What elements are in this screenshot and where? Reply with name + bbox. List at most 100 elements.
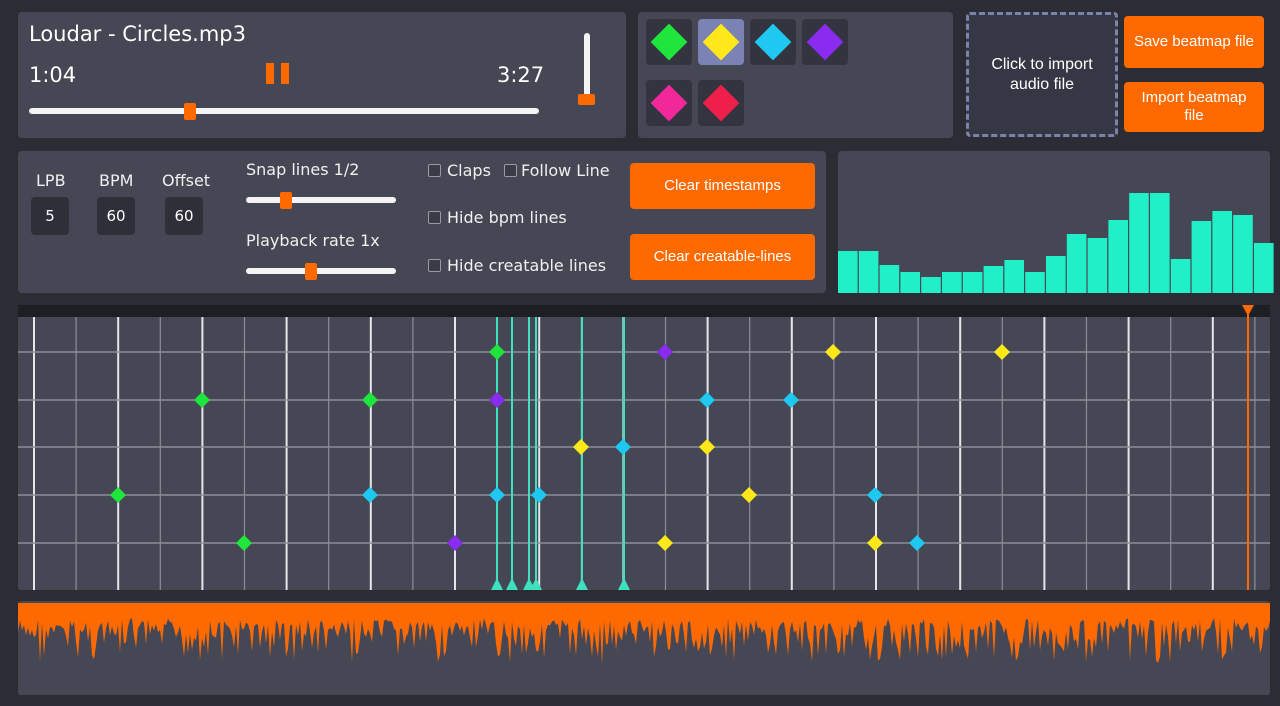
waveform-panel	[18, 601, 1270, 695]
note	[825, 344, 841, 360]
color-panel	[638, 12, 953, 138]
lpb-label: LPB	[36, 171, 66, 190]
option-label: Claps	[447, 161, 491, 180]
volume-track[interactable]	[584, 33, 590, 105]
note	[867, 535, 883, 551]
spectrum-panel	[838, 151, 1270, 293]
note	[362, 487, 378, 503]
spectrum-bar	[1233, 215, 1253, 293]
note	[909, 535, 925, 551]
note	[699, 439, 715, 455]
note	[489, 344, 505, 360]
note	[236, 535, 252, 551]
clear-lines-button[interactable]: Clear creatable-lines	[630, 234, 815, 280]
option-label: Hide bpm lines	[447, 208, 567, 227]
checkbox[interactable]	[504, 164, 517, 177]
spectrum-bar	[1046, 256, 1066, 293]
seek-thumb[interactable]	[184, 103, 196, 120]
spectrum-bar	[921, 277, 941, 293]
offset-label: Offset	[162, 171, 211, 190]
note	[489, 392, 505, 408]
spectrum-bar	[1191, 221, 1212, 293]
checkbox[interactable]	[428, 164, 441, 177]
rate-track[interactable]	[246, 268, 396, 274]
clear-timestamps-button[interactable]: Clear timestamps	[630, 163, 815, 209]
rate-label: Playback rate 1x	[246, 231, 380, 250]
bpm-label: BPM	[99, 171, 134, 190]
spectrum-bar	[962, 272, 983, 293]
spectrum-bar	[838, 251, 858, 293]
color-swatch[interactable]	[750, 19, 796, 65]
spectrum-bar	[1212, 211, 1232, 293]
spectrum-bar	[1066, 234, 1087, 293]
offset-input[interactable]: 60	[165, 197, 203, 235]
note	[531, 487, 547, 503]
snap-thumb[interactable]	[280, 192, 292, 209]
spectrum-bar	[1025, 272, 1045, 293]
seek-track[interactable]	[29, 108, 539, 114]
note	[867, 487, 883, 503]
spectrum-bar	[983, 266, 1004, 293]
checkbox[interactable]	[428, 211, 441, 224]
snap-track[interactable]	[246, 197, 396, 203]
import-button[interactable]: Import beatmap file	[1124, 82, 1264, 132]
note	[362, 392, 378, 408]
rate-thumb[interactable]	[305, 263, 317, 280]
option-label: Hide creatable lines	[447, 256, 607, 275]
creatable-marker	[576, 578, 588, 590]
volume-thumb[interactable]	[578, 94, 595, 105]
color-swatch[interactable]	[802, 19, 848, 65]
save-button[interactable]: Save beatmap file	[1124, 16, 1264, 68]
spectrum-bar	[858, 251, 879, 293]
note	[615, 439, 631, 455]
spectrum-bar	[879, 265, 900, 293]
spectrum-bar	[900, 272, 920, 293]
spectrum-bar	[1170, 259, 1191, 293]
note	[699, 392, 715, 408]
snap-label: Snap lines 1/2	[246, 160, 360, 179]
playhead-marker	[1242, 305, 1254, 316]
spectrum-bar	[1004, 260, 1024, 293]
spectrum-bar	[1150, 193, 1170, 293]
import-audio[interactable]: Click to import audio file	[966, 12, 1118, 137]
note	[783, 392, 799, 408]
note	[573, 439, 589, 455]
color-swatch[interactable]	[646, 80, 692, 126]
lpb-input[interactable]: 5	[31, 197, 69, 235]
current-time: 1:04	[29, 63, 77, 87]
color-swatch[interactable]	[646, 19, 692, 65]
creatable-marker	[530, 578, 542, 590]
spectrum-bar	[1108, 220, 1128, 293]
spectrum-bar	[1129, 193, 1149, 293]
note	[994, 344, 1010, 360]
note	[657, 344, 673, 360]
settings-panel: LPB 5 BPM 60 Offset 60 Snap lines 1/2 Pl…	[18, 151, 826, 293]
bpm-input[interactable]: 60	[97, 197, 135, 235]
pause-bar[interactable]	[281, 63, 289, 84]
note	[110, 487, 126, 503]
spectrum-bar	[1254, 243, 1274, 293]
note	[489, 487, 505, 503]
pause-bar[interactable]	[266, 63, 274, 84]
note	[741, 487, 757, 503]
spectrum-bar	[942, 272, 962, 293]
track-title: Loudar - Circles.mp3	[29, 22, 246, 46]
creatable-marker	[618, 578, 630, 590]
duration: 3:27	[497, 63, 545, 87]
note	[657, 535, 673, 551]
note	[447, 535, 463, 551]
color-swatch[interactable]	[698, 80, 744, 126]
waveform	[18, 603, 1270, 665]
player-panel: Loudar - Circles.mp3 1:04 3:27	[18, 12, 626, 138]
creatable-marker	[491, 578, 503, 590]
timeline[interactable]	[18, 305, 1270, 590]
creatable-marker	[506, 578, 518, 590]
checkbox[interactable]	[428, 259, 441, 272]
option-label: Follow Line	[521, 161, 610, 180]
note	[194, 392, 210, 408]
timeline-header	[18, 305, 1270, 317]
creatable-marker	[523, 578, 535, 590]
spectrum-bar	[1087, 238, 1108, 293]
color-swatch[interactable]	[698, 19, 744, 65]
